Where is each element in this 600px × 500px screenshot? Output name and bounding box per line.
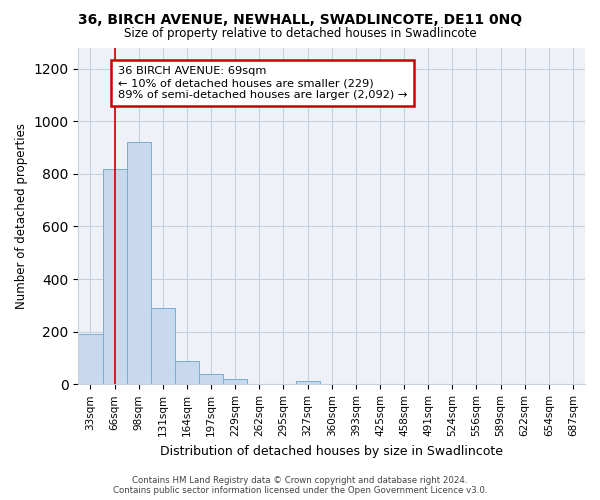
Bar <box>103 168 127 384</box>
X-axis label: Distribution of detached houses by size in Swadlincote: Distribution of detached houses by size … <box>160 444 503 458</box>
Bar <box>296 381 320 384</box>
Text: 36, BIRCH AVENUE, NEWHALL, SWADLINCOTE, DE11 0NQ: 36, BIRCH AVENUE, NEWHALL, SWADLINCOTE, … <box>78 12 522 26</box>
Bar <box>175 361 199 384</box>
Y-axis label: Number of detached properties: Number of detached properties <box>15 123 28 309</box>
Text: Contains public sector information licensed under the Open Government Licence v3: Contains public sector information licen… <box>113 486 487 495</box>
Bar <box>127 142 151 384</box>
Bar <box>223 379 247 384</box>
Text: 36 BIRCH AVENUE: 69sqm
← 10% of detached houses are smaller (229)
89% of semi-de: 36 BIRCH AVENUE: 69sqm ← 10% of detached… <box>118 66 407 100</box>
Bar <box>151 308 175 384</box>
Text: Contains HM Land Registry data © Crown copyright and database right 2024.: Contains HM Land Registry data © Crown c… <box>132 476 468 485</box>
Text: Size of property relative to detached houses in Swadlincote: Size of property relative to detached ho… <box>124 28 476 40</box>
Bar <box>199 374 223 384</box>
Bar <box>79 334 103 384</box>
